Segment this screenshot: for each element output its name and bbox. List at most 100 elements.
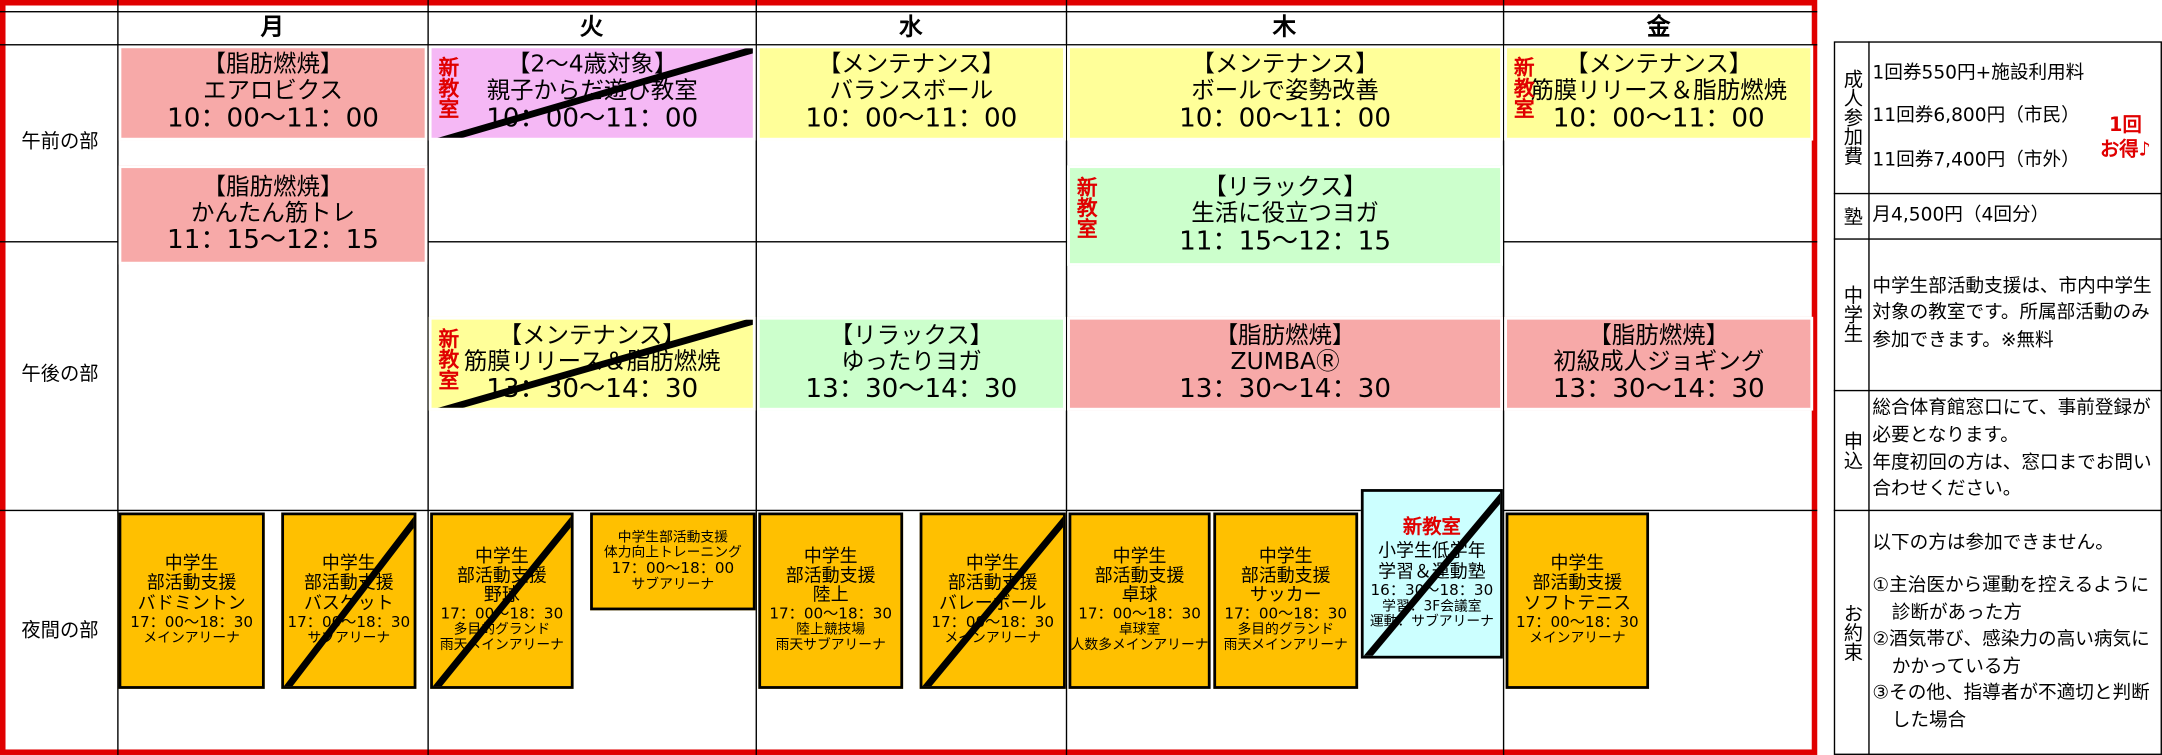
class-text: 学習＆運動塾	[1378, 561, 1486, 583]
header-line	[0, 11, 1818, 13]
class-detail: 17：00～18：30	[769, 605, 893, 624]
cancel-line	[1363, 493, 1501, 656]
class-detail: 17：00～18：00	[611, 559, 735, 578]
info-label: 塾	[1840, 205, 1864, 226]
class-box: 【脂肪燃焼】 初級成人ジョギング 13：30～14：30	[1504, 316, 1814, 411]
day-header: 木	[1272, 13, 1297, 41]
class-text: 中学生	[321, 553, 376, 575]
column-line	[1065, 0, 1068, 755]
info-label: お約束	[1840, 603, 1864, 662]
class-box: 【メンテナンス】 バランスボール 10：00～11：00	[756, 45, 1066, 141]
info-row-line	[1833, 238, 2162, 240]
class-detail: 雨天サブアリーナ	[775, 638, 886, 654]
new-class-label: 新教室	[1511, 56, 1536, 119]
class-text: サッカー	[1249, 585, 1322, 607]
class-text: 中学生	[803, 546, 858, 567]
class-box: 中学生 部活動支援 サッカー 17：00～18：30 多目的グランド 雨天メインアリーナ	[1213, 512, 1359, 689]
info-body: 中学生部活動支援は、市内中学生対象の教室です。所属部活動のみ参加できます。※無料	[1872, 238, 2159, 390]
class-text: 体力向上トレーニング	[603, 545, 742, 561]
class-detail: 雨天メインアリーナ	[1223, 638, 1348, 654]
class-detail: 陸上競技場	[796, 623, 866, 639]
class-text: 【メンテナンス】	[817, 51, 1005, 80]
class-detail: 17：00～18：30	[440, 605, 564, 624]
class-text: 【脂肪燃焼】	[1588, 322, 1730, 350]
class-text: 部活動支援	[1532, 573, 1623, 595]
class-text: 【メンテナンス】	[498, 322, 686, 350]
class-text: 11：15～12：15	[1179, 225, 1392, 256]
class-box: 【メンテナンス】 ボールで姿勢改善 10：00～11：00	[1067, 45, 1503, 141]
info-label: 中学生	[1840, 285, 1864, 344]
class-text: かんたん筋トレ	[190, 199, 356, 227]
row-label: 夜間の部	[21, 620, 99, 643]
class-box: 【メンテナンス】 筋膜リリース＆脂肪燃焼 13：30～14：30 新教室	[428, 316, 756, 411]
class-detail: 卓球室	[1118, 623, 1161, 639]
class-text: 中学生	[474, 546, 529, 567]
class-box: 中学生部活動支援 体力向上トレーニング 17：00～18：00 サブアリーナ	[590, 512, 756, 611]
class-text: 【メンテナンス】	[1565, 51, 1753, 80]
class-detail: 17：00～18：30	[1078, 605, 1201, 624]
info-body: 総合体育館窓口にて、事前登録が必要となります。 年度初回の方は、窓口までお問い合わ…	[1872, 390, 2159, 510]
class-text: 部活動支援	[1240, 565, 1331, 587]
class-text: 中学生	[1112, 546, 1167, 567]
class-text: 10：00～11：00	[1179, 102, 1392, 134]
class-text: 【脂肪燃焼】	[202, 173, 344, 201]
class-text: ZUMBAⓇ	[1230, 347, 1340, 376]
class-text: 【脂肪燃焼】	[202, 51, 344, 80]
class-text: 部活動支援	[1094, 565, 1185, 587]
cancel-stroke	[438, 319, 753, 408]
info-text: 年度初回の方は、窓口までお問い合わせください。	[1872, 451, 2152, 501]
class-text: 部活動支援	[146, 573, 237, 595]
day-header: 月	[260, 13, 285, 41]
class-box: 【2～4歳対象】 親子からだ遊び教室 10：00～11：00 新教室	[428, 45, 756, 141]
info-text: ①主治医から運動を控えるように診断があった方	[1872, 574, 2150, 624]
row-line	[0, 509, 1818, 512]
info-text: 11回券6,800円（市民）	[1872, 105, 2080, 128]
class-detail: 17：00～18：30	[287, 612, 411, 631]
class-box: 【リラックス】 ゆったりヨガ 13：30～14：30	[756, 316, 1066, 411]
cancel-line	[438, 48, 753, 138]
class-box: 【リラックス】 生活に役立つヨガ 11：15～12：15 新教室	[1067, 165, 1503, 266]
class-text: 【リラックス】	[1203, 174, 1367, 202]
class-detail: 多目的グランド	[1237, 623, 1334, 639]
info-body: 月4,500円（4回分）	[1872, 193, 2159, 238]
class-text: 卓球	[1121, 585, 1158, 607]
class-detail: 16：30～18：30	[1370, 581, 1494, 600]
class-detail: 人数多メインアリーナ	[1070, 638, 1209, 654]
info-table	[1833, 41, 2162, 755]
class-text: バドミントン	[137, 593, 246, 614]
class-detail: サブアリーナ	[631, 577, 715, 593]
info-row-line	[1833, 389, 2162, 392]
cancel-line	[438, 319, 753, 408]
class-text: 【メンテナンス】	[1191, 51, 1379, 80]
class-box: 【脂肪燃焼】 ZUMBAⓇ 13：30～14：30	[1067, 316, 1503, 411]
row-line	[0, 44, 1818, 46]
class-text: 【脂肪燃焼】	[1214, 322, 1356, 350]
cancel-stroke	[438, 48, 753, 138]
info-row-line	[1833, 192, 2162, 195]
class-text: 中学生	[1258, 546, 1313, 567]
class-box: 【脂肪燃焼】 かんたん筋トレ 11：15～12：15	[118, 165, 428, 265]
day-header: 水	[898, 13, 923, 41]
class-text: 筋膜リリース＆脂肪燃焼	[1530, 77, 1788, 105]
new-class-label: 新教室	[1074, 176, 1099, 239]
class-text: 生活に役立つヨガ	[1191, 199, 1379, 228]
class-detail: 17：00～18：30	[931, 612, 1055, 631]
class-detail: 17：00～18：30	[1224, 605, 1348, 624]
cancel-stroke	[432, 516, 571, 687]
cancel-stroke	[1363, 493, 1501, 656]
class-text: 10：00～11：00	[167, 102, 379, 134]
class-box: 新教室 小学生低学年 学習＆運動塾 16：30～18：30 学習：3F会議室 運動：サブア…	[1360, 489, 1503, 659]
info-label: 申込	[1840, 430, 1864, 470]
column-line	[755, 0, 757, 755]
class-text: 【2～4歳対象】	[506, 51, 678, 80]
class-text: 【リラックス】	[829, 322, 994, 350]
class-text: 11：15～12：15	[167, 224, 379, 256]
day-header: 火	[579, 13, 604, 41]
info-note: 1回 お得♪	[2089, 113, 2162, 174]
new-class-label: 新教室	[435, 327, 461, 390]
info-text: 中学生部活動支援は、市内中学生対象の教室です。所属部活動のみ参加できます。※無料	[1872, 275, 2152, 352]
class-text: 13：30～14：30	[805, 373, 1018, 404]
class-box: 中学生 部活動支援 陸上 17：00～18：30 陸上競技場 雨天サブアリーナ	[758, 512, 904, 689]
